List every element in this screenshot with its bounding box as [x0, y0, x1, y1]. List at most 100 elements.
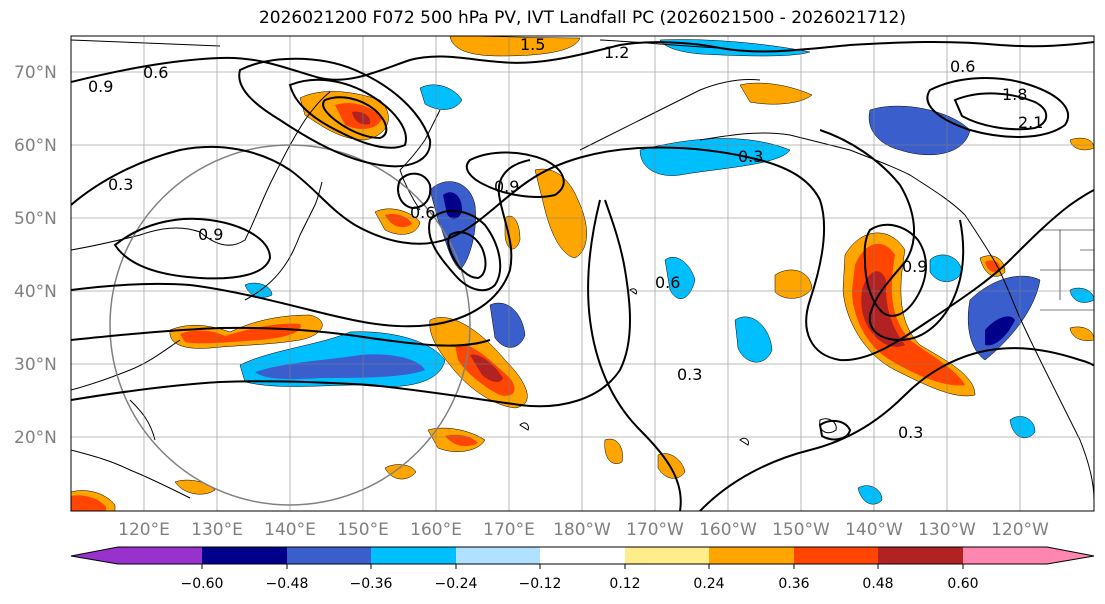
- contour-label-8: 1.8: [1002, 85, 1027, 104]
- lon-label-130w: 130°W: [918, 520, 976, 540]
- coast-asia: [71, 91, 331, 499]
- contour-label-16: 0.6: [410, 203, 435, 222]
- pv-contour-south-2: [587, 199, 682, 511]
- pv-contour-bering-ring: [465, 151, 565, 198]
- red-blob-usa: [985, 260, 1001, 272]
- blue-blob-e1: [664, 256, 696, 299]
- contour-label-13: 0.3: [677, 365, 702, 384]
- orange-blob-ne-corner: [1069, 137, 1094, 151]
- colorbar-label-3: −0.36: [350, 576, 393, 592]
- colorbar-label-10: 0.60: [947, 576, 978, 592]
- lon-label-170e: 170°E: [483, 520, 535, 540]
- contour-label-4: 1.2: [604, 43, 629, 62]
- map-title: 2026021200 F072 500 hPa PV, IVT Landfall…: [258, 8, 906, 28]
- colorbar-label-4: −0.24: [435, 576, 478, 592]
- pv-contour-north: [71, 40, 1094, 83]
- blue-blob-japan-south-inner: [255, 354, 425, 380]
- contour-label-2: 0.9: [88, 77, 113, 96]
- colorbar-cell-3: [287, 547, 371, 564]
- pv-contour-far-south: [699, 347, 1094, 511]
- orange-blob-center-south2: [604, 438, 623, 464]
- lat-label-30n: 30°N: [14, 355, 57, 375]
- orange-blob-right-edge: [1069, 326, 1094, 341]
- colorbar-cell-11: [963, 547, 1047, 564]
- pv-contours: [71, 40, 1094, 511]
- pv-contour-kamchatka-low: [428, 209, 502, 292]
- pv-contour-okhotsk-low: [238, 57, 432, 168]
- reference-circle: [109, 144, 471, 506]
- red-blob-kamchatka-s: [385, 214, 412, 228]
- pv-contour-east-trough-2: [863, 223, 927, 317]
- blue-blob-kamchatka: [429, 181, 476, 271]
- blue-blob-e5: [857, 485, 883, 505]
- coastlines: [71, 39, 1094, 501]
- colorbar-label-6: 0.12: [609, 576, 640, 592]
- colorbar-cell-1: [118, 547, 202, 564]
- colorbar-cell-10: [878, 547, 963, 564]
- pv-contour-small-ring: [818, 419, 852, 441]
- pv-contour-japan-sea: [397, 172, 432, 210]
- red-blob-bottom-left: [71, 495, 106, 511]
- blue-blob-central-pac: [734, 316, 773, 363]
- pv-contour-west-low: [113, 217, 272, 280]
- colorbar-label-9: 0.48: [862, 576, 893, 592]
- contour-label-9: 2.1: [1018, 113, 1043, 132]
- colorbar-cell-9: [794, 547, 878, 564]
- blue-blob-e3: [1069, 287, 1094, 303]
- blue-blob-usa-west-core: [985, 316, 1015, 346]
- orange-blob-top: [449, 36, 581, 57]
- contour-label-11: 0.9: [494, 177, 519, 196]
- blue-blob-mid: [489, 302, 526, 348]
- colorbar-ticks: [201, 564, 964, 569]
- lat-label-40n: 40°N: [14, 282, 57, 302]
- colorbar-cell-0: [71, 547, 118, 564]
- map-frame: [70, 35, 1095, 512]
- pv-contour-mid-2: [71, 159, 531, 328]
- orange-blob-se: [384, 464, 417, 480]
- lat-label-70n: 70°N: [14, 63, 57, 83]
- colorbar-outline: [70, 546, 1095, 565]
- contour-label-3: 1.5: [520, 35, 545, 54]
- lon-label-120w: 120°W: [991, 520, 1049, 540]
- coast-japan: [244, 181, 323, 301]
- contour-label-10: 0.3: [738, 147, 763, 166]
- colorbar-cell-6: [540, 547, 625, 564]
- contour-label-1: 0.6: [143, 63, 168, 82]
- orange-blob-alaska-n: [739, 82, 813, 105]
- colorbar-cell-2: [202, 547, 287, 564]
- coast-na-west: [964, 214, 1094, 501]
- colorbar-cell-5: [456, 547, 540, 564]
- pv-contour-kamchatka-low-2: [447, 231, 487, 280]
- lon-label-140w: 140°W: [845, 520, 903, 540]
- lon-labels: 120°E 130°E 140°E 150°E 160°E 170°E 180°…: [118, 520, 1049, 540]
- colorbar-label-8: 0.36: [778, 576, 809, 592]
- red-blob-sw-japan: [445, 434, 478, 447]
- state-borders: [1040, 229, 1094, 311]
- lon-label-150w: 150°W: [772, 520, 830, 540]
- contour-label-5: 0.3: [108, 175, 133, 194]
- lon-label-140e: 140°E: [264, 520, 316, 540]
- lon-label-150e: 150°E: [337, 520, 389, 540]
- pv-contour-south-1: [71, 199, 631, 408]
- contour-label-12: 0.6: [655, 273, 680, 292]
- lon-label-170w: 170°W: [626, 520, 684, 540]
- pv-contour-alaska-low-2: [953, 92, 1048, 131]
- contour-label-6: 0.9: [198, 225, 223, 244]
- pv-contour-mid-1: [71, 145, 1094, 362]
- contour-label-14: 0.9: [902, 257, 927, 276]
- lat-label-20n: 20°N: [14, 428, 57, 448]
- colorbar-cell-7: [625, 547, 709, 564]
- contour-label-15: 0.3: [898, 423, 923, 442]
- coast-islands: [519, 288, 837, 446]
- pv-contour-okhotsk-low-2: [288, 78, 407, 149]
- darkred-blob-japan-east: [470, 354, 503, 382]
- colorbar-cell-4: [371, 547, 456, 564]
- pv-contour-okhotsk-low-3: [322, 96, 388, 140]
- darkred-blob-okhotsk: [352, 111, 371, 125]
- lat-label-60n: 60°N: [14, 136, 57, 156]
- lon-label-180w: 180°W: [553, 520, 611, 540]
- shaded-anomalies: [71, 36, 1094, 511]
- colorbar-cell-12: [1047, 547, 1094, 564]
- lon-label-160e: 160°E: [410, 520, 462, 540]
